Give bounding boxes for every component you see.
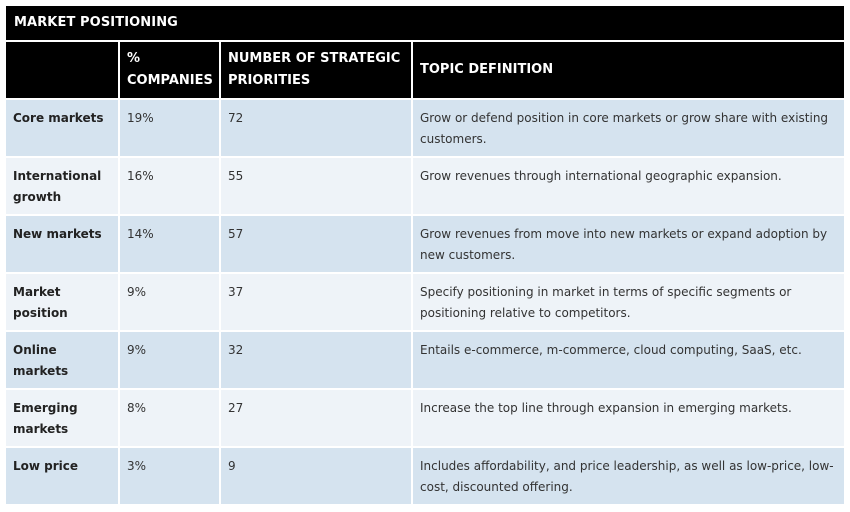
table-row: Online markets 9% 32 Entails e-commerce,… [6,330,844,388]
row-topic: New markets [6,214,118,272]
row-topic: Emerging markets [6,388,118,446]
row-priorities: 32 [219,330,411,388]
row-definition: Includes affordability, and price leader… [411,446,844,504]
table-body: Core markets 19% 72 Grow or defend posit… [6,98,844,504]
row-priorities: 27 [219,388,411,446]
row-topic: Online markets [6,330,118,388]
table-title: MARKET POSITIONING [6,6,844,40]
row-priorities: 72 [219,98,411,156]
row-topic: International growth [6,156,118,214]
header-pct-companies: % COMPANIES [118,40,219,98]
table-row: Low price 3% 9 Includes affordability, a… [6,446,844,504]
table-row: Core markets 19% 72 Grow or defend posit… [6,98,844,156]
table-header: % COMPANIES NUMBER OF STRATEGIC PRIORITI… [6,40,844,98]
market-positioning-table: % COMPANIES NUMBER OF STRATEGIC PRIORITI… [6,40,844,504]
row-pct: 19% [118,98,219,156]
row-definition: Grow or defend position in core markets … [411,98,844,156]
row-definition: Increase the top line through expansion … [411,388,844,446]
row-topic: Market position [6,272,118,330]
row-priorities: 55 [219,156,411,214]
row-pct: 14% [118,214,219,272]
header-strategic-priorities: NUMBER OF STRATEGIC PRIORITIES [219,40,411,98]
row-pct: 16% [118,156,219,214]
header-topic-definition: TOPIC DEFINITION [411,40,844,98]
row-priorities: 57 [219,214,411,272]
header-row: % COMPANIES NUMBER OF STRATEGIC PRIORITI… [6,40,844,98]
row-topic: Core markets [6,98,118,156]
table-row: New markets 14% 57 Grow revenues from mo… [6,214,844,272]
row-pct: 8% [118,388,219,446]
row-pct: 9% [118,330,219,388]
row-priorities: 9 [219,446,411,504]
table-row: Emerging markets 8% 27 Increase the top … [6,388,844,446]
row-topic: Low price [6,446,118,504]
row-definition: Entails e-commerce, m-commerce, cloud co… [411,330,844,388]
table-row: Market position 9% 37 Specify positionin… [6,272,844,330]
row-priorities: 37 [219,272,411,330]
market-positioning-table-container: MARKET POSITIONING % COMPANIES NUMBER OF… [6,6,844,504]
row-definition: Specify positioning in market in terms o… [411,272,844,330]
table-row: International growth 16% 55 Grow revenue… [6,156,844,214]
row-pct: 9% [118,272,219,330]
row-definition: Grow revenues from move into new markets… [411,214,844,272]
header-topic [6,40,118,98]
row-pct: 3% [118,446,219,504]
row-definition: Grow revenues through international geog… [411,156,844,214]
